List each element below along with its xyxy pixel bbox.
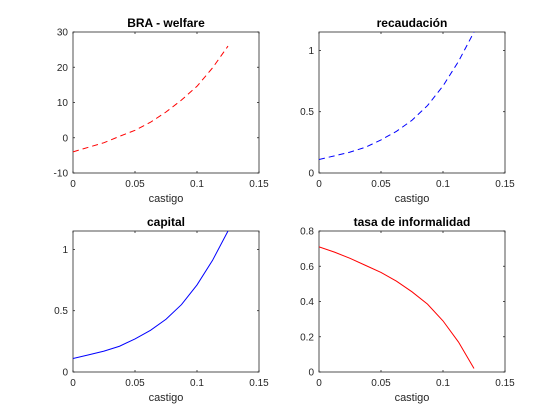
x-tick-label: 0.15: [249, 179, 269, 190]
subplot-title: tasa de informalidad: [354, 215, 471, 229]
x-tick-label: 0: [316, 378, 322, 389]
x-tick-label: 0.1: [436, 179, 450, 190]
x-tick-label: 0: [316, 179, 322, 190]
x-tick-label: 0.1: [190, 179, 204, 190]
x-axis-label: castigo: [149, 392, 184, 404]
y-tick-label: 0: [62, 133, 68, 144]
y-tick-label: 1: [308, 46, 314, 57]
x-axis-label: castigo: [395, 392, 430, 404]
x-tick-label: 0.05: [125, 179, 145, 190]
x-tick-label: 0.15: [495, 179, 515, 190]
y-tick-label: 0: [308, 169, 314, 180]
x-tick-label: 0: [70, 179, 76, 190]
axes-frame: [318, 31, 506, 174]
y-tick-label: 0.2: [300, 332, 314, 343]
axes-frame: [72, 230, 260, 373]
y-tick-label: 1: [62, 245, 68, 256]
subplot-title: BRA - welfare: [127, 16, 205, 30]
x-tick-label: 0.1: [190, 378, 204, 389]
subplot-title: recaudación: [377, 16, 448, 30]
y-tick-label: 20: [57, 63, 69, 74]
y-tick-label: 0: [62, 368, 68, 379]
x-axis-label: castigo: [149, 193, 184, 205]
y-tick-label: -10: [54, 169, 69, 180]
axes-frame: [318, 230, 506, 373]
subplot-title: capital: [147, 215, 185, 229]
x-tick-label: 0.05: [371, 378, 391, 389]
x-tick-label: 0.05: [371, 179, 391, 190]
series-line: [73, 231, 229, 359]
series-line: [319, 246, 475, 369]
axes-frame: [72, 31, 260, 174]
y-tick-label: 0.5: [300, 107, 314, 118]
series-line: [319, 32, 475, 160]
y-tick-label: 0: [308, 368, 314, 379]
series-line: [73, 45, 229, 153]
y-tick-label: 10: [57, 98, 69, 109]
x-tick-label: 0: [70, 378, 76, 389]
y-tick-label: 0.5: [54, 306, 68, 317]
x-tick-label: 0.15: [249, 378, 269, 389]
x-tick-label: 0.1: [436, 378, 450, 389]
x-tick-label: 0.05: [125, 378, 145, 389]
y-tick-label: 0.8: [300, 227, 314, 238]
subplot-4: 0 0.05 0.1 0.15 0 0.2 0.4 0.6 0.8 tasa de informa…: [300, 215, 515, 404]
subplot-2: 0 0.05 0.1 0.15 0 0.5 1 recaudación castigo: [300, 16, 515, 205]
subplot-3: 0 0.05 0.1 0.15 0 0.5 1 capital castigo: [54, 215, 269, 404]
y-tick-label: 0.6: [300, 262, 314, 273]
x-tick-label: 0.15: [495, 378, 515, 389]
y-tick-label: 0.4: [300, 297, 314, 308]
x-axis-label: castigo: [395, 193, 430, 205]
y-tick-label: 30: [57, 28, 69, 39]
